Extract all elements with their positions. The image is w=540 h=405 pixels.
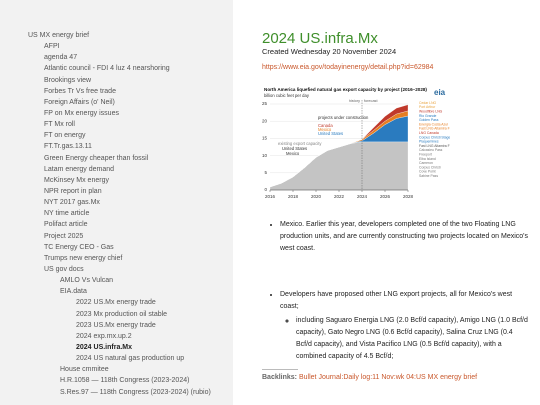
tree-item[interactable]: FT Mx roll — [44, 121, 75, 129]
legend-entry: Rio Grande — [419, 114, 436, 118]
tree-item[interactable]: AFPI — [44, 43, 60, 51]
y-tick-label: 25 — [262, 101, 268, 106]
source-link[interactable]: https://www.eia.gov/todayinenergy/detail… — [262, 64, 434, 71]
tree-item[interactable]: Green Energy cheaper than fossil — [44, 154, 149, 162]
separator — [262, 369, 298, 370]
tree-item[interactable]: AMLO Vs Vulcan — [60, 277, 114, 285]
x-tick-label: 2028 — [403, 194, 414, 199]
x-tick-label: 2026 — [380, 194, 391, 199]
tree-item[interactable]: Forbes Tr Vs free trade — [44, 87, 116, 95]
tree-item[interactable]: TC Energy CEO - Gas — [44, 243, 114, 251]
bullet: Developers have proposed other LNG expor… — [280, 289, 530, 363]
history-label: history — [349, 99, 360, 103]
legend-entry: Cameron — [419, 161, 433, 165]
tree-item[interactable]: S.Res.97 — 118th Congress (2023-2024) (r… — [60, 388, 211, 396]
tree-item[interactable]: House cmmitee — [60, 366, 109, 374]
tree-item[interactable]: agenda 47 — [44, 54, 78, 62]
legend-entry: Fast LNG Altamira FLNG2 — [419, 127, 450, 131]
legend-entry: Golden Pass — [419, 118, 439, 122]
bullet-text: Developers have proposed other LNG expor… — [280, 291, 513, 310]
series-label: existing export capacity — [278, 141, 322, 146]
tree-item[interactable]: US MX energy brief — [28, 32, 90, 39]
tree-item[interactable]: US gov docs — [44, 265, 84, 273]
legend-entry: LNG Canada — [419, 131, 439, 135]
tree-item[interactable]: Trumps new energy chief — [44, 254, 123, 262]
y-tick-label: 10 — [262, 153, 268, 158]
annotation: projects under construction — [318, 115, 369, 120]
bullet: Mexico. Earlier this year, developers co… — [280, 219, 530, 255]
chart: North America liquefied natural gas expo… — [258, 86, 450, 206]
created-date: Created Wednesday 20 November 2024 — [262, 47, 397, 56]
backlinks: Backlinks: Bullet Journal:Daily log:11 N… — [262, 374, 477, 381]
tree-item[interactable]: NYT 2017 gas.Mx — [44, 199, 100, 207]
bullet-text: Mexico. Earlier this year, developers co… — [280, 221, 529, 252]
tree-item[interactable]: H.R.1058 — 118th Congress (2023-2024) — [60, 377, 190, 385]
tree-item[interactable]: Atlantic council - FDI 4 luz 4 nearshori… — [44, 65, 170, 73]
series-label: Mexico — [318, 127, 332, 132]
backlinks-label: Backlinks: — [262, 374, 298, 381]
tree-item[interactable]: 2023 Mx production oil stable — [76, 310, 168, 318]
chart-subtitle: billion cubic feet per day — [264, 93, 310, 98]
tree-item[interactable]: 2022 US.Mx energy trade — [76, 299, 156, 307]
legend-entry: Energia Costa Azul — [419, 122, 448, 126]
backlink[interactable]: Bullet Journal:Daily log:11 Nov:wk 04:US… — [298, 374, 478, 381]
y-tick-label: 0 — [264, 187, 267, 192]
tree-item[interactable]: EIA.data — [60, 288, 87, 296]
legend-entry: Elba Island — [419, 157, 436, 161]
series-label: Canada — [318, 123, 333, 128]
annotation: United States — [282, 146, 307, 151]
series-label: United States — [318, 131, 343, 136]
x-tick-label: 2022 — [334, 194, 345, 199]
tree-item[interactable]: 2024 US.infra.Mx — [76, 343, 133, 351]
x-tick-label: 2024 — [357, 194, 368, 199]
tree-item[interactable]: FP on Mx energy issues — [44, 109, 119, 117]
tree-item[interactable]: NY time article — [44, 210, 90, 218]
logo: eia — [434, 88, 446, 97]
y-tick-label: 20 — [262, 118, 268, 123]
tree-item[interactable]: 2023 US.Mx energy trade — [76, 321, 156, 329]
legend-entry: Sabine Pass — [419, 174, 438, 178]
legend-entry: Woodfibre LNG — [419, 109, 443, 113]
legend-entry: Plaquemines — [419, 140, 439, 144]
legend-entry: Calcasieu Pass — [419, 148, 443, 152]
legend-entry: Freeport — [419, 152, 432, 156]
tree-item[interactable]: 2024 US natural gas production up — [76, 355, 185, 363]
tree-item[interactable]: McKinsey Mx energy — [44, 176, 109, 184]
sub-bullet: including Saguaro Energia LNG (2.0 Bcf/d… — [296, 315, 530, 363]
sidebar: US MX energy brief AFPI agenda 47 Atlantic … — [0, 0, 233, 405]
forecast-label: forecast — [364, 99, 378, 103]
legend-entry: Corpus Christi — [419, 165, 441, 169]
area — [269, 104, 409, 188]
legend-entry: Cedar LNG — [419, 101, 437, 105]
sub-list: including Saguaro Energia LNG (2.0 Bcf/d… — [280, 315, 530, 363]
legend-entry: Port Arthur — [419, 105, 436, 109]
legend-entry: Cove Point — [419, 170, 436, 174]
tree-item[interactable]: 2024 exp.mx.up.2 — [76, 332, 132, 340]
chart-title: North America liquefied natural gas expo… — [264, 87, 427, 92]
x-tick-label: 2020 — [311, 194, 322, 199]
legend-entry: Corpus Christi Stage III — [419, 135, 450, 139]
annotation: Mexico — [286, 151, 300, 156]
legend-entry: Fast LNG Altamira FLNG1 — [419, 144, 450, 148]
tree-item[interactable]: Brookings view — [44, 76, 92, 84]
tree-item[interactable]: NPR report in plan — [44, 187, 102, 195]
page-tree: US MX energy brief AFPI agenda 47 Atlantic … — [28, 30, 211, 398]
y-tick-label: 15 — [262, 136, 268, 141]
x-tick-label: 2016 — [265, 194, 276, 199]
tree-item[interactable]: Foreign Affairs (o' Neil) — [44, 98, 115, 106]
tree-item[interactable]: Polifact article — [44, 221, 88, 229]
x-tick-label: 2018 — [288, 194, 299, 199]
tree-item[interactable]: Project 2025 — [44, 232, 84, 240]
tree-item[interactable]: FT on energy — [44, 132, 86, 140]
y-tick-label: 5 — [264, 170, 267, 175]
tree-item[interactable]: FT.Tr.gas.13.11 — [44, 143, 92, 151]
note-title: 2024 US.infra.Mx — [262, 30, 378, 47]
note-pane: 2024 US.infra.Mx Created Wednesday 20 No… — [233, 0, 540, 405]
bullet-list: Mexico. Earlier this year, developers co… — [269, 219, 530, 397]
tree-item[interactable]: Latam energy demand — [44, 165, 115, 173]
